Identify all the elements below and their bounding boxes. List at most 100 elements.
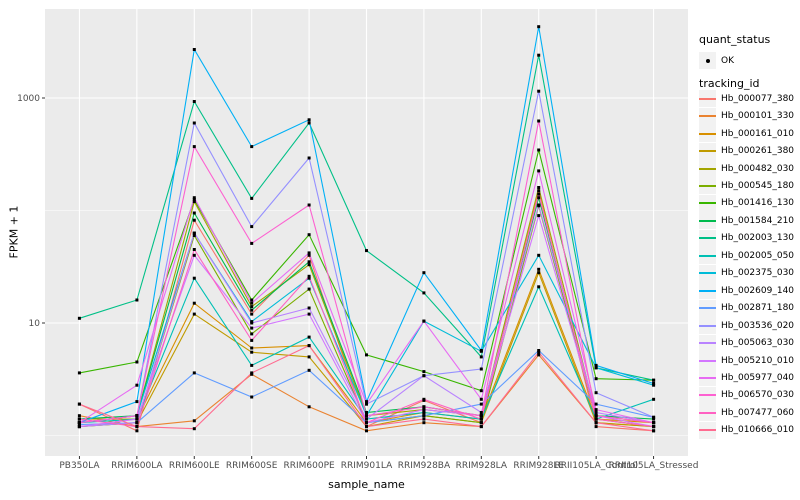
data-point [250, 396, 253, 399]
data-point [537, 196, 540, 199]
x-axis-title: sample_name [45, 478, 688, 491]
legend-line-swatch [699, 377, 716, 379]
data-point [480, 421, 483, 424]
legend-line-swatch [699, 394, 716, 396]
legend-key-box [699, 125, 716, 142]
legend-entry: Hb_000482_030 [699, 160, 794, 177]
data-point [78, 414, 81, 417]
data-point [193, 419, 196, 422]
data-point [250, 371, 253, 374]
data-point [78, 317, 81, 320]
data-point [193, 100, 196, 103]
data-point [135, 299, 138, 302]
data-point [308, 275, 311, 278]
data-point [135, 429, 138, 432]
legend-entry-label: Hb_005977_040 [716, 373, 794, 383]
data-point [480, 368, 483, 371]
plot-canvas: PB350LARRIM600LARRIM600LERRIM600SERRIM60… [0, 0, 800, 500]
data-point [537, 90, 540, 93]
data-point [595, 411, 598, 414]
legend-entry: Hb_001584_210 [699, 212, 794, 229]
data-point [652, 398, 655, 401]
x-tick-label: RRIM928BA [398, 461, 451, 471]
legend-line-swatch [699, 115, 716, 117]
data-point [250, 145, 253, 148]
data-point [78, 371, 81, 374]
data-point [537, 193, 540, 196]
x-tick-label: RRIM600PE [283, 461, 335, 471]
legend-key-box [699, 212, 716, 229]
data-point [422, 411, 425, 414]
legend-entry-label: OK [716, 56, 734, 66]
legend-entry: Hb_000161_010 [699, 125, 794, 142]
data-point [595, 377, 598, 380]
legend-key-box [699, 352, 716, 369]
data-point [480, 398, 483, 401]
data-point [365, 425, 368, 428]
data-point [595, 403, 598, 406]
data-point [595, 421, 598, 424]
data-point [250, 347, 253, 350]
legend-entry-label: Hb_002871_180 [716, 303, 794, 313]
legend-key-box [699, 52, 716, 69]
data-point [595, 391, 598, 394]
legend-entry: Hb_005210_010 [699, 352, 794, 369]
data-point [480, 418, 483, 421]
data-point [193, 232, 196, 235]
data-point [537, 189, 540, 192]
data-point [308, 263, 311, 266]
data-point [135, 361, 138, 364]
data-point [193, 145, 196, 148]
data-point [250, 332, 253, 335]
data-point [422, 405, 425, 408]
legend-line-swatch [699, 412, 716, 414]
data-point [480, 403, 483, 406]
legend-key-box [699, 90, 716, 107]
y-tick-label: 10 [29, 319, 41, 329]
data-point [193, 48, 196, 51]
data-point [652, 425, 655, 428]
legend-line-swatch [699, 168, 716, 170]
legend-entry-label: Hb_005063_030 [716, 338, 794, 348]
data-point [135, 425, 138, 428]
data-point [193, 277, 196, 280]
data-point [537, 25, 540, 28]
data-point [480, 411, 483, 414]
legend-key-box [699, 230, 716, 247]
data-point [193, 196, 196, 199]
legend-entry-label: Hb_000482_030 [716, 164, 794, 174]
legend-line-swatch [699, 325, 716, 327]
data-point [652, 429, 655, 432]
legend-entry-label: Hb_001584_210 [716, 216, 794, 226]
data-point [595, 414, 598, 417]
data-point [308, 313, 311, 316]
legend-entry-label: Hb_001416_130 [716, 198, 794, 208]
data-point [422, 418, 425, 421]
data-point [250, 299, 253, 302]
data-point [422, 271, 425, 274]
data-point [308, 233, 311, 236]
legend-entry: Hb_000101_330 [699, 107, 794, 124]
data-point [652, 416, 655, 419]
legend-line-swatch [699, 220, 716, 222]
legend-entry: Hb_006570_030 [699, 387, 794, 404]
legend-entry-label: Hb_010666_010 [716, 425, 794, 435]
legend-entry-label: Hb_005210_010 [716, 356, 794, 366]
legend-key-box [699, 177, 716, 194]
data-point [537, 285, 540, 288]
data-point [308, 204, 311, 207]
legend-key-box [699, 195, 716, 212]
data-point [308, 344, 311, 347]
data-point [422, 421, 425, 424]
data-point [537, 351, 540, 354]
legend-entry: Hb_000261_380 [699, 142, 794, 159]
legend-line-swatch [699, 429, 716, 431]
x-tick-label: RRIM600LE [169, 461, 220, 471]
legend-entry-label: Hb_000101_330 [716, 111, 794, 121]
legend-entry-label: Hb_002609_140 [716, 286, 794, 296]
legend-key-box [699, 160, 716, 177]
legend-entry-label: Hb_000261_380 [716, 146, 794, 156]
legend-line-swatch [699, 290, 716, 292]
legend-entry: Hb_002871_180 [699, 299, 794, 316]
data-point [78, 425, 81, 428]
